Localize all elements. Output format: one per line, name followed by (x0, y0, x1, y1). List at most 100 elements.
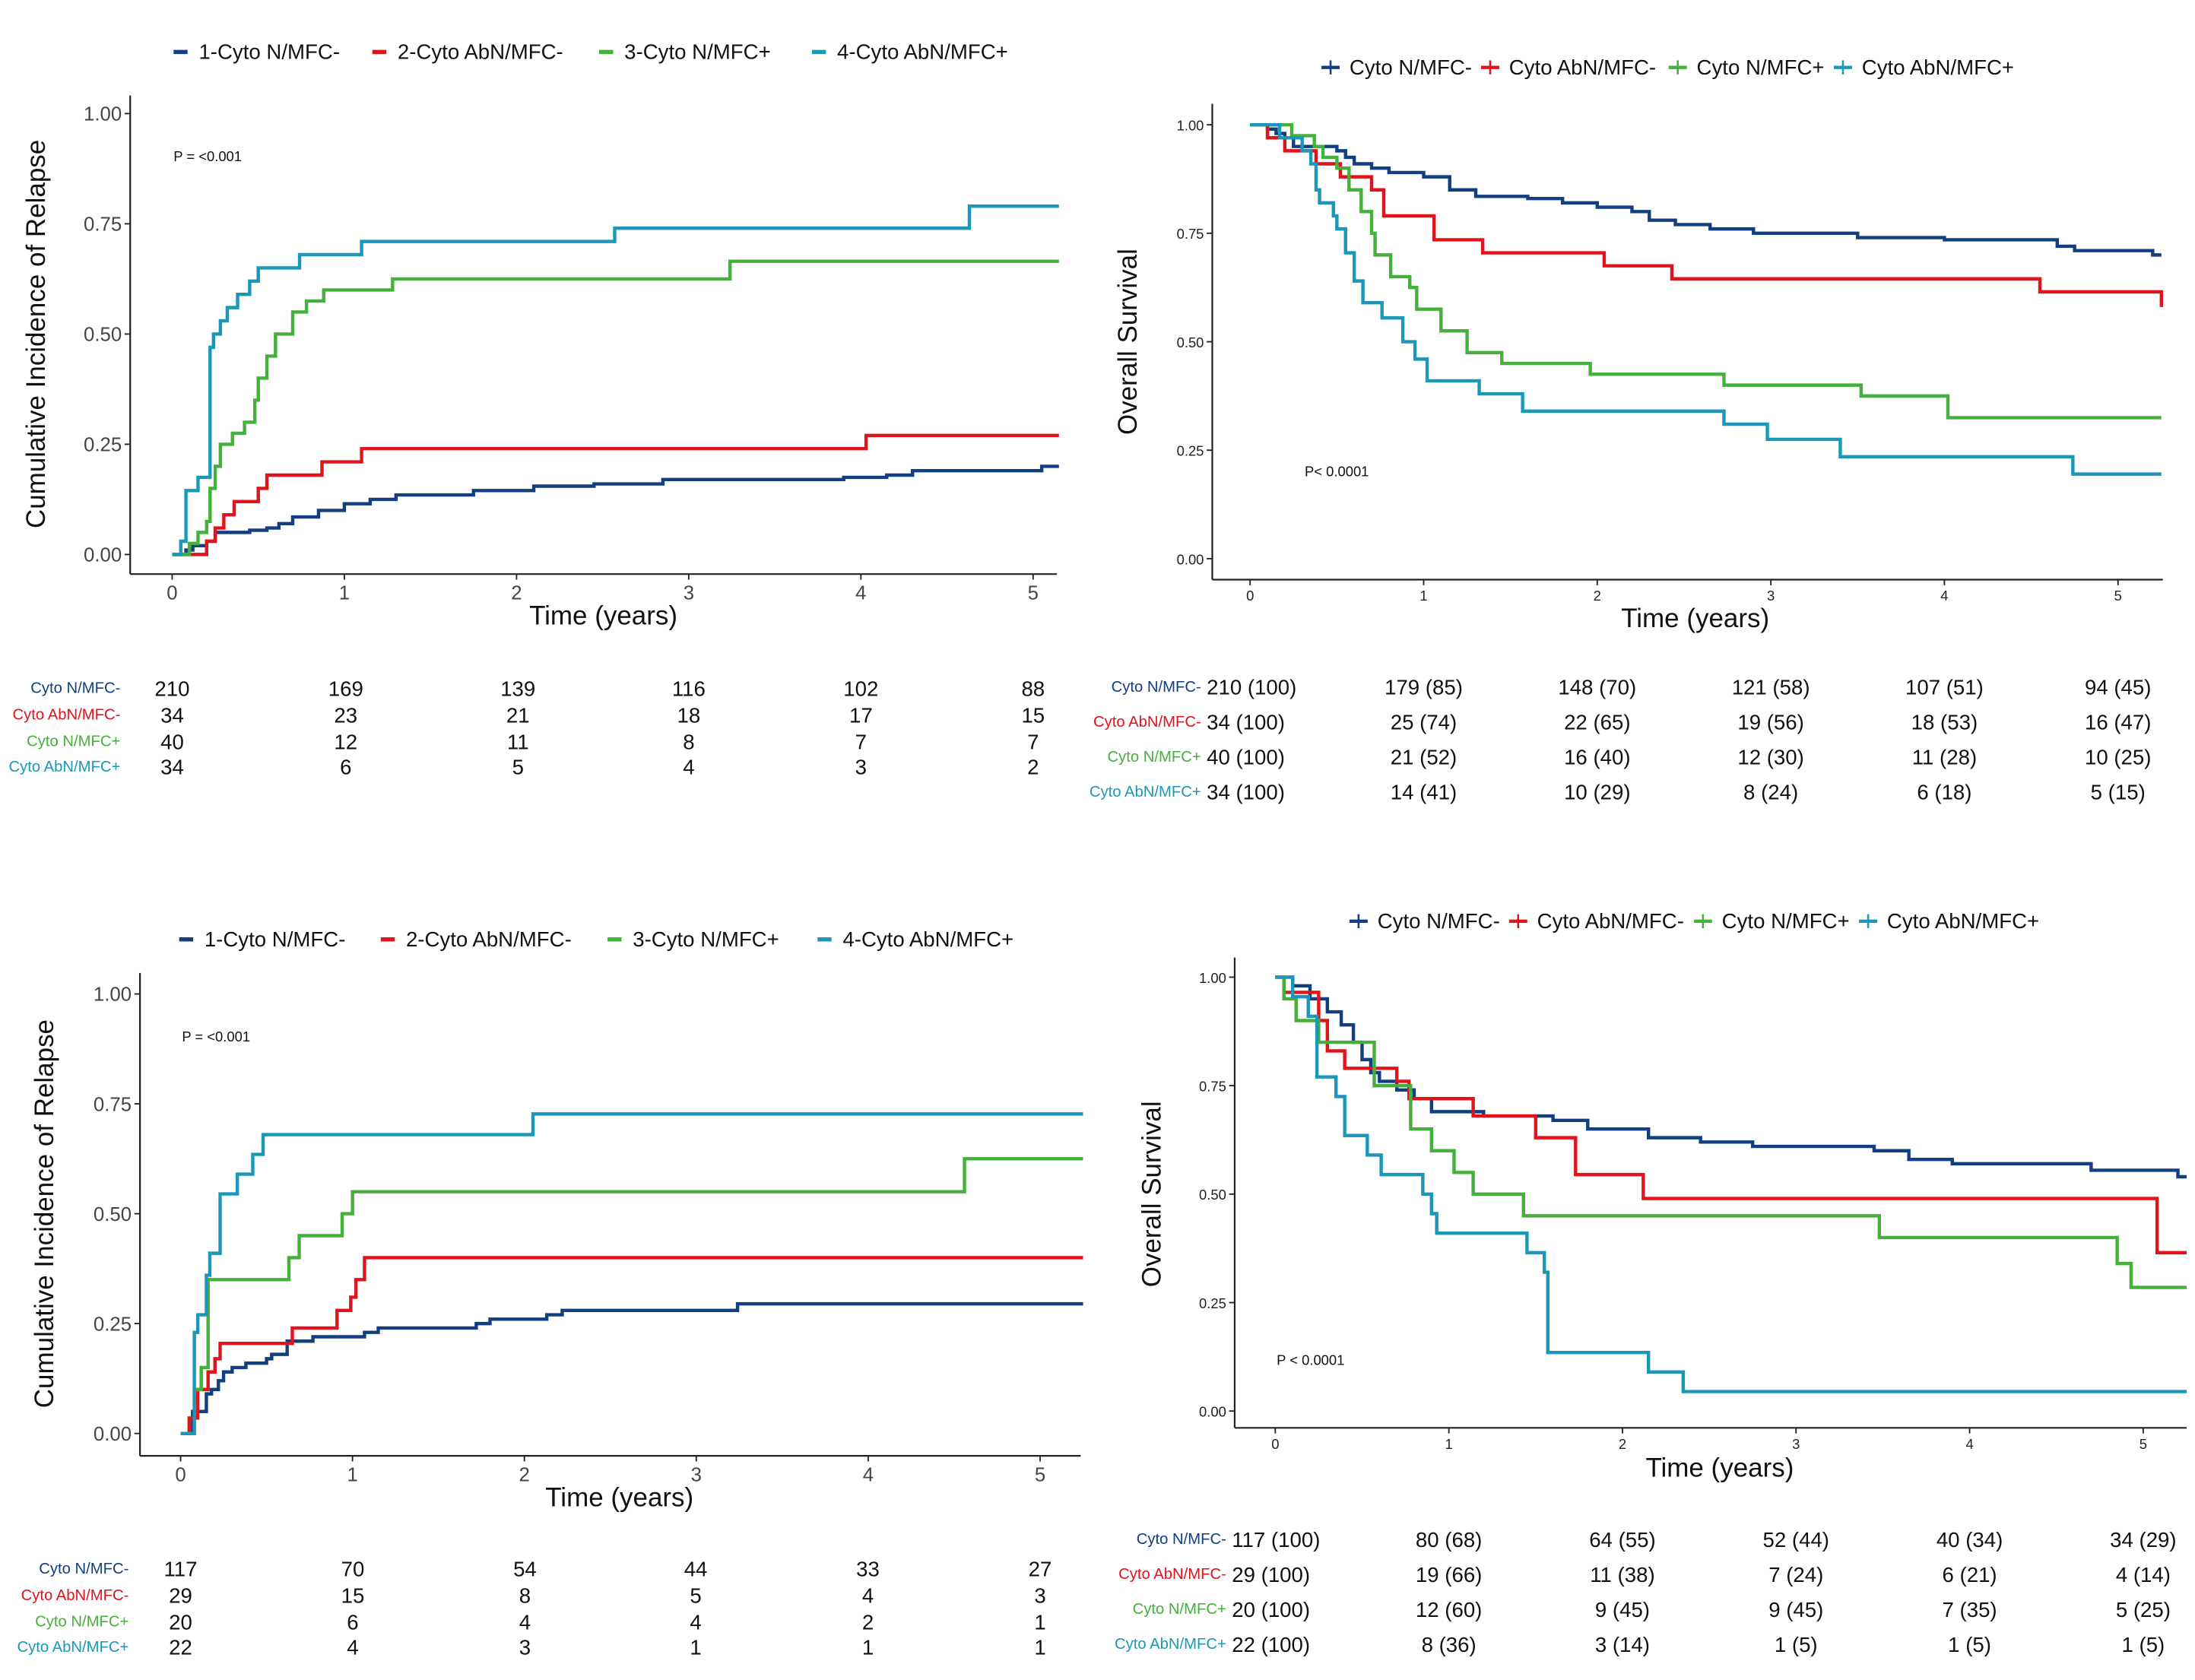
risk-table-cell: 121 (58) (1732, 676, 1810, 699)
x-tick-label: 3 (1767, 588, 1775, 604)
p-value-annotation: P< 0.0001 (1305, 463, 1369, 479)
legend-label: Cyto AbN/MFC- (1537, 909, 1684, 933)
legend-label: Cyto N/MFC+ (1722, 909, 1850, 933)
y-tick-label: 1.00 (84, 104, 122, 125)
legend-label: 2-Cyto AbN/MFC- (406, 927, 572, 951)
risk-table-cell: 169 (328, 677, 363, 700)
x-tick-label: 0 (1246, 588, 1254, 604)
risk-table-row-label: Cyto N/MFC- (30, 680, 120, 697)
y-tick-label: 0.00 (1177, 551, 1204, 567)
risk-table-cell: 8 (36) (1422, 1633, 1477, 1656)
y-tick-label: 0.75 (84, 214, 122, 236)
curve-cyto-n-mfc- (1275, 975, 2187, 1289)
y-tick-label: 1.00 (1199, 970, 1226, 986)
risk-table-cell: 117 (100) (1232, 1528, 1320, 1552)
risk-table-cell: 1 (1034, 1636, 1045, 1659)
risk-table-cell: 94 (45) (2085, 676, 2151, 699)
risk-table-cell: 40 (34) (1936, 1528, 2003, 1552)
risk-table-cell: 23 (334, 703, 357, 727)
x-tick-label: 5 (1028, 582, 1039, 604)
x-tick-label: 5 (1035, 1464, 1045, 1485)
curve-4-cyto-abn-mfc- (180, 1112, 1083, 1435)
risk-table-cell: 10 (25) (2085, 746, 2151, 769)
x-tick-label: 2 (519, 1464, 530, 1485)
risk-table-cell: 210 (100) (1207, 676, 1296, 699)
risk-table-cell: 7 (24) (1768, 1563, 1823, 1586)
x-tick-label: 4 (1940, 588, 1948, 604)
risk-table-cell: 40 (100) (1207, 746, 1285, 769)
risk-table-cell: 5 (690, 1583, 701, 1607)
legend-label: Cyto N/MFC- (1378, 909, 1500, 933)
risk-table-cell: 18 (677, 703, 701, 727)
risk-table-cell: 6 (18) (1917, 781, 1971, 804)
y-tick-label: 0.50 (94, 1204, 132, 1225)
p-value-annotation: P = <0.001 (182, 1029, 250, 1044)
y-tick-label: 0.00 (1199, 1404, 1226, 1420)
risk-table-cell: 107 (51) (1905, 676, 1984, 699)
risk-table-cell: 9 (45) (1595, 1598, 1650, 1621)
risk-table-row-label: Cyto N/MFC+ (27, 734, 120, 750)
risk-table-cell: 8 (519, 1583, 531, 1607)
legend-label: 2-Cyto AbN/MFC- (398, 40, 563, 64)
risk-table-cell: 1 (1034, 1610, 1045, 1634)
risk-table-cell: 1 (690, 1636, 701, 1659)
risk-table-cell: 3 (519, 1636, 531, 1659)
y-tick-label: 0.75 (94, 1094, 132, 1115)
x-axis-label: Time (years) (545, 1482, 693, 1512)
risk-table-cell: 1 (5) (1775, 1633, 1818, 1656)
p-value-annotation: P < 0.0001 (1277, 1352, 1344, 1368)
risk-table-cell: 1 (5) (1948, 1633, 1991, 1656)
risk-table-cell: 4 (519, 1610, 531, 1634)
curve-cyto-abn-mfc- (1250, 122, 2162, 476)
risk-table-cell: 34 (29) (2110, 1528, 2176, 1552)
x-tick-label: 0 (1271, 1436, 1279, 1452)
risk-table-cell: 19 (66) (1416, 1563, 1482, 1586)
y-tick-label: 0.25 (84, 435, 122, 456)
curve-cyto-abn-mfc- (1250, 122, 2164, 307)
legend-label: 1-Cyto N/MFC- (198, 40, 340, 64)
risk-table-cell: 210 (154, 677, 189, 700)
risk-table-row-label: Cyto N/MFC- (1137, 1531, 1226, 1548)
risk-table-row-label: Cyto N/MFC- (39, 1561, 128, 1577)
risk-table-cell: 4 (690, 1610, 701, 1634)
x-tick-label: 1 (339, 582, 350, 604)
risk-table-row-label: Cyto N/MFC+ (1133, 1601, 1226, 1618)
risk-table-cell: 3 (855, 755, 867, 778)
risk-table-cell: 148 (70) (1558, 676, 1636, 699)
x-tick-label: 1 (1445, 1436, 1453, 1452)
risk-table-row-label: Cyto AbN/MFC+ (1090, 784, 1201, 800)
risk-table-cell: 1 (862, 1636, 874, 1659)
y-tick-label: 0.00 (84, 545, 122, 566)
curve-cyto-abn-mfc- (1275, 975, 2187, 1393)
risk-table-cell: 3 (1034, 1583, 1045, 1607)
y-tick-label: 1.00 (1177, 118, 1204, 134)
y-tick-label: 0.25 (1177, 443, 1204, 459)
risk-table-cell: 4 (347, 1636, 358, 1659)
risk-table-cell: 12 (30) (1737, 746, 1803, 769)
risk-table-row-label: Cyto N/MFC- (1112, 679, 1201, 696)
y-axis-label: Cumulative Incidence of Relapse (30, 1019, 59, 1408)
risk-table-cell: 70 (341, 1557, 365, 1580)
risk-table-cell: 27 (1029, 1557, 1052, 1580)
risk-table-cell: 139 (500, 677, 535, 700)
risk-table-cell: 11 (507, 730, 529, 753)
risk-table-cell: 34 (100) (1207, 781, 1285, 804)
risk-table-cell: 22 (100) (1232, 1633, 1310, 1656)
y-tick-label: 0.50 (84, 325, 122, 346)
risk-table-row-label: Cyto AbN/MFC- (1118, 1566, 1226, 1583)
legend-label: 4-Cyto AbN/MFC+ (837, 40, 1008, 64)
x-tick-label: 3 (691, 1464, 702, 1485)
risk-table-cell: 21 (52) (1391, 746, 1457, 769)
legend-label: 4-Cyto AbN/MFC+ (842, 927, 1013, 951)
risk-table-cell: 11 (28) (1912, 746, 1977, 769)
risk-table-cell: 6 (21) (1943, 1563, 1997, 1586)
risk-table-cell: 88 (1021, 677, 1045, 700)
curve-cyto-n-mfc- (1250, 122, 2162, 257)
curve-cyto-abn-mfc- (1275, 975, 2187, 1255)
legend-label: Cyto AbN/MFC+ (1887, 909, 2039, 933)
curve-2-cyto-abn-mfc- (172, 433, 1059, 556)
risk-table-cell: 8 (683, 730, 694, 753)
panel-bottom-right-survival: 0.00 0.25 0.50 0.75 1.00 0 1 2 3 4 5 Time (years) Ov… (1115, 909, 2187, 1656)
x-tick-label: 3 (1792, 1436, 1800, 1452)
